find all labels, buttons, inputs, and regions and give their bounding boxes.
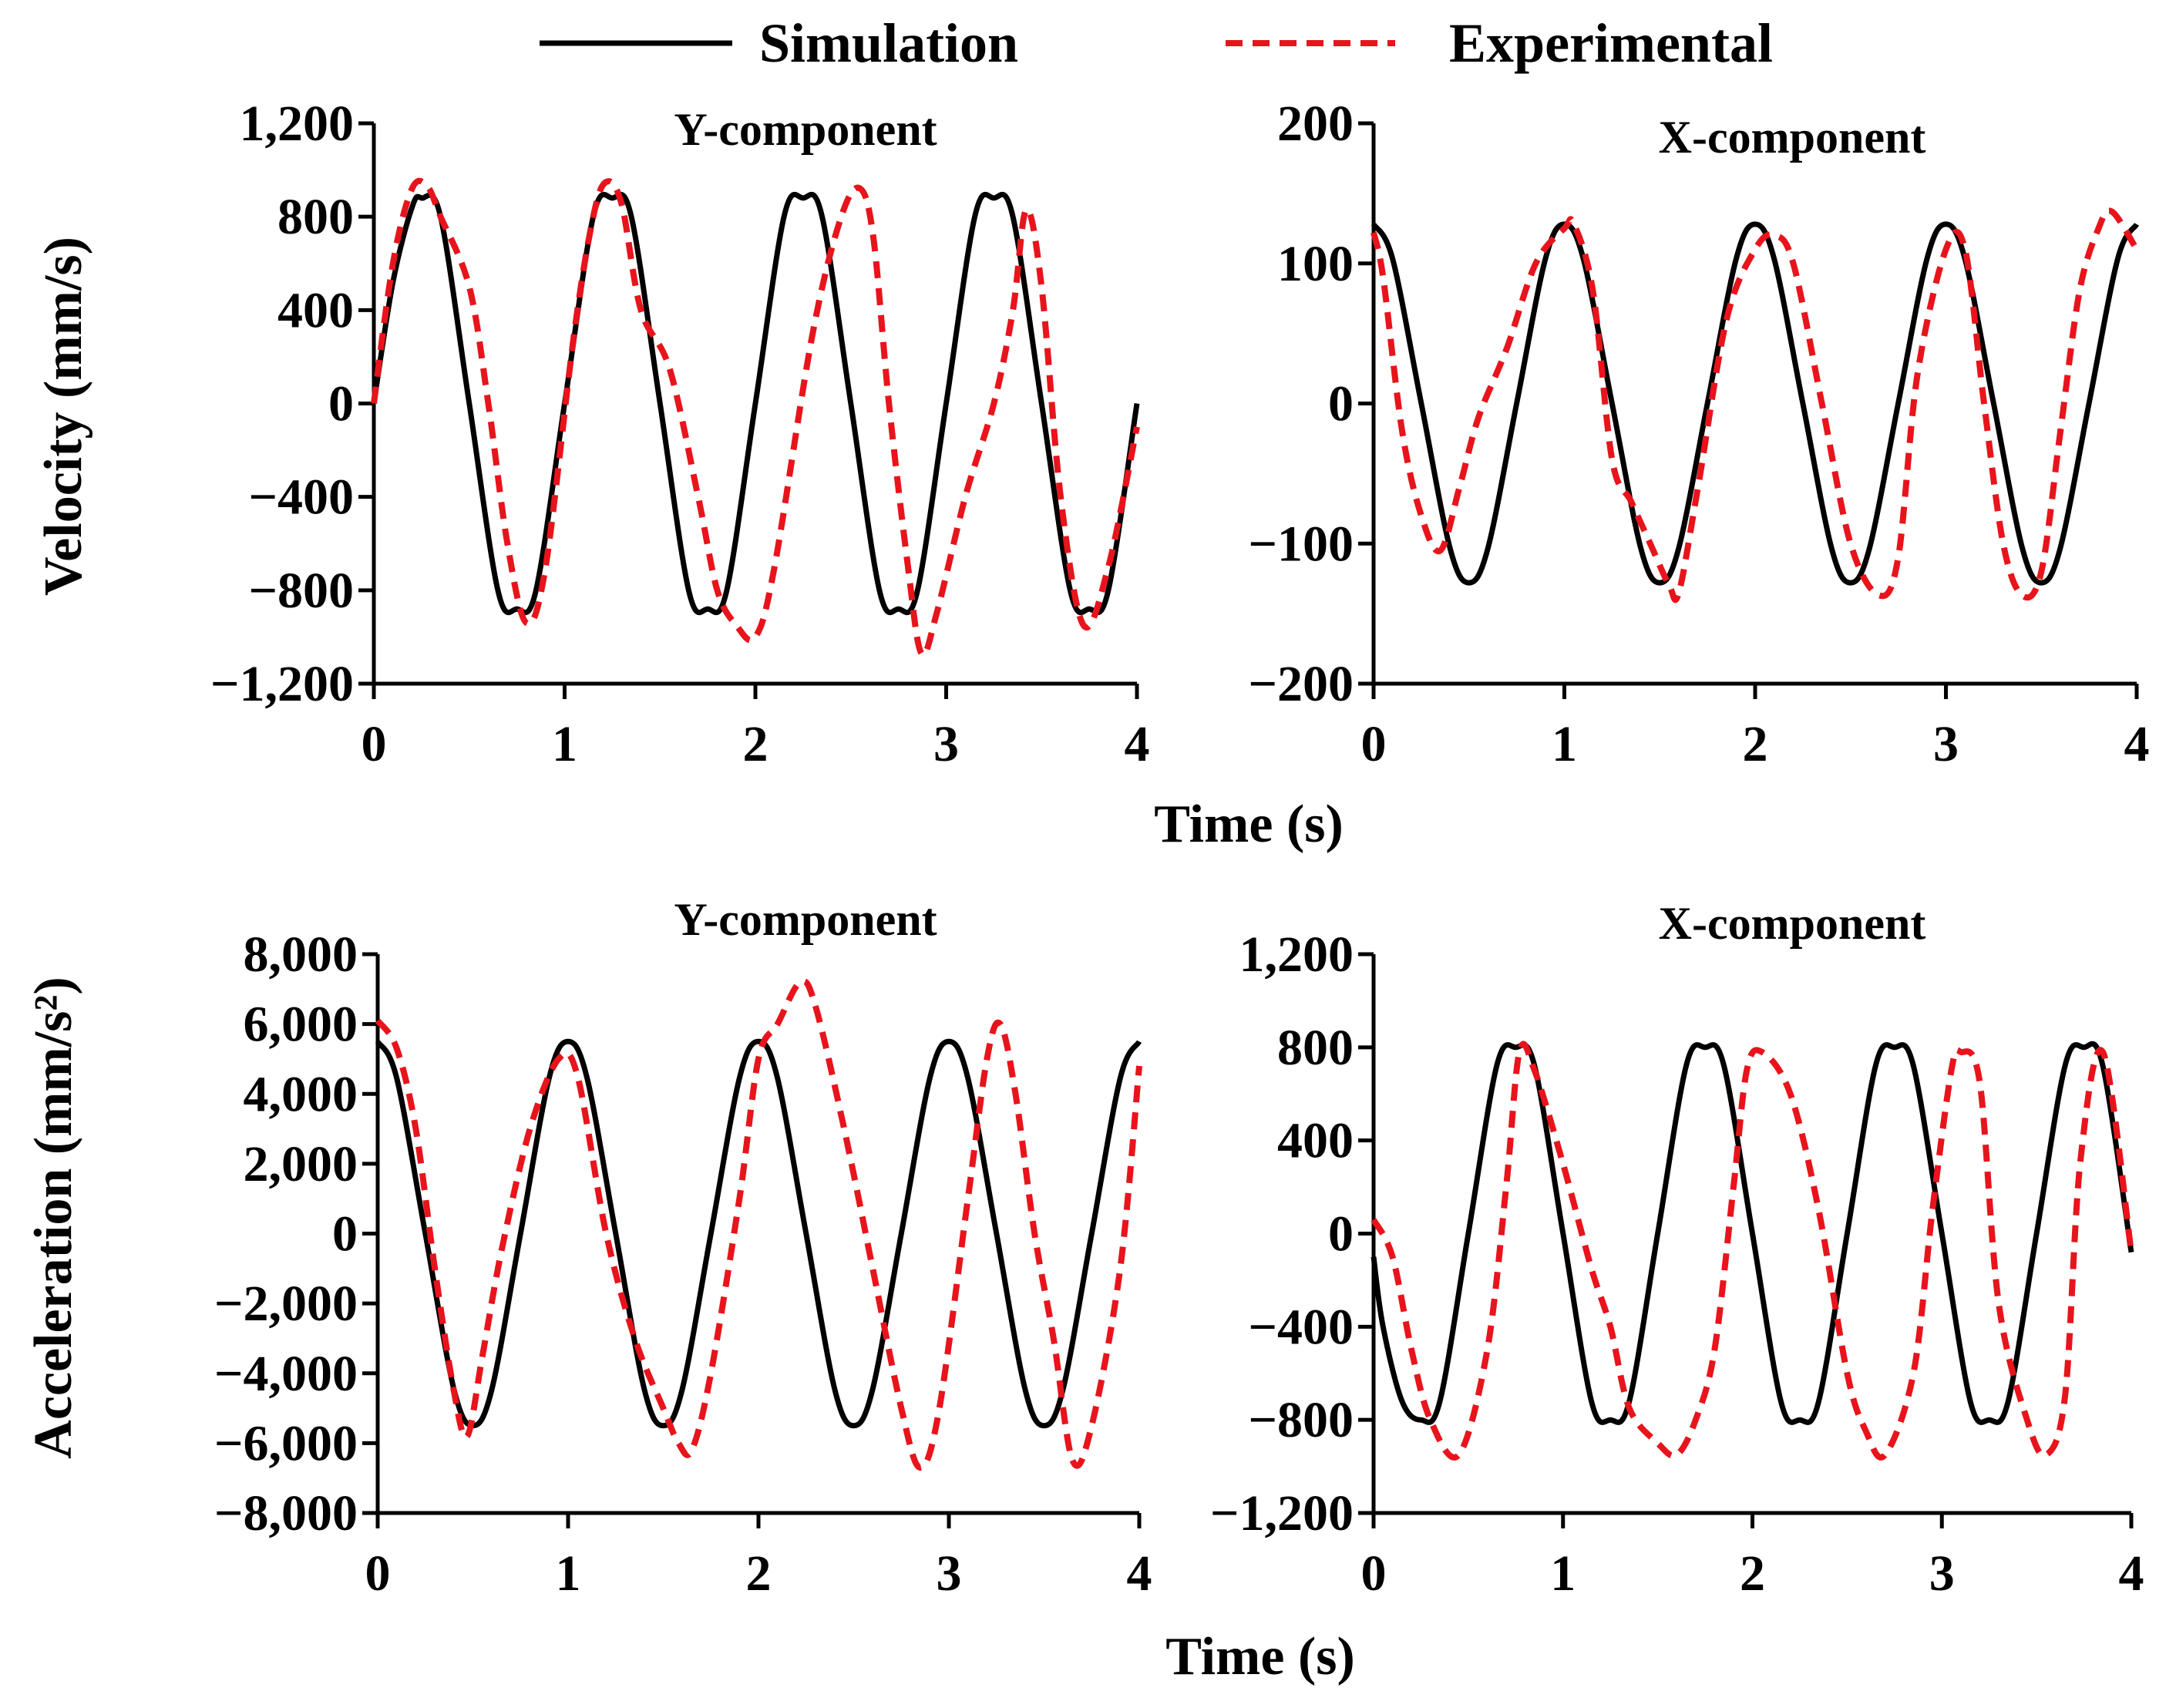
y-tick-label: −100: [1248, 516, 1354, 572]
y-tick-label: 1,200: [1239, 926, 1354, 983]
y-tick-label: 8,000: [244, 926, 358, 983]
legend-simulation-label: Simulation: [759, 12, 1018, 74]
x-tick-label: 2: [743, 716, 768, 772]
x-tick-label: 2: [1740, 1545, 1765, 1602]
x-tick-label: 2: [746, 1545, 772, 1602]
y-tick-label: −6,000: [214, 1415, 358, 1471]
y-tick-label: 800: [1277, 1020, 1354, 1076]
y-tick-label: 400: [1277, 1113, 1354, 1169]
x-tick-label: 4: [2119, 1545, 2144, 1602]
x-tick-label: 2: [1743, 716, 1768, 772]
series-simulation-line: [371, 191, 1140, 616]
x-tick-label: 0: [1361, 716, 1387, 772]
series-simulation-line: [1371, 221, 2140, 586]
series-experimental-line: [371, 177, 1140, 658]
x-tick-label: 4: [2124, 716, 2150, 772]
x-tick-label: 1: [556, 1545, 581, 1602]
x-axis-label-top: Time (s): [1154, 795, 1344, 854]
x-tick-label: 1: [1550, 1545, 1576, 1602]
y-tick-label: −400: [1248, 1299, 1354, 1355]
x-tick-label: 0: [362, 716, 387, 772]
y-tick-label: 800: [277, 189, 354, 245]
x-tick-label: 3: [1933, 716, 1959, 772]
panel-title: Y-component: [674, 104, 937, 155]
x-tick-label: 3: [1929, 1545, 1955, 1602]
y-tick-label: 2,000: [244, 1136, 358, 1192]
y-tick-label: −400: [248, 469, 354, 526]
y-tick-label: 1,200: [240, 96, 355, 152]
y-tick-label: −800: [1248, 1392, 1354, 1448]
y-axis-label: Velocity (mm/s): [34, 237, 93, 596]
y-axis-label: Acceleration (mm/s²): [24, 977, 83, 1458]
y-tick-label: 100: [1277, 236, 1354, 292]
y-tick-label: −200: [1248, 656, 1354, 712]
y-tick-label: 0: [1328, 1206, 1354, 1263]
series-simulation-line: [1371, 1041, 2134, 1425]
legend-experimental-label: Experimental: [1449, 12, 1773, 74]
legend: Simulation Experimental: [540, 12, 1773, 74]
panel-title: X-component: [1659, 112, 1926, 163]
x-tick-label: 0: [1361, 1545, 1387, 1602]
y-tick-label: 400: [277, 282, 354, 338]
x-tick-label: 1: [552, 716, 577, 772]
series-experimental-line: [1371, 1041, 2134, 1461]
y-tick-label: 0: [332, 1206, 358, 1263]
x-tick-label: 3: [937, 1545, 962, 1602]
y-tick-label: −1,200: [1210, 1485, 1354, 1542]
x-tick-label: 4: [1125, 716, 1150, 772]
y-tick-label: −1,200: [210, 656, 354, 712]
series-experimental-line: [1371, 207, 2140, 604]
y-tick-label: 4,000: [244, 1066, 358, 1122]
y-tick-label: 200: [1277, 96, 1354, 152]
x-tick-label: 3: [933, 716, 959, 772]
y-tick-label: 0: [328, 376, 354, 432]
panel-title: X-component: [1659, 898, 1926, 949]
y-tick-label: 6,000: [244, 997, 358, 1053]
x-tick-label: 0: [365, 1545, 391, 1602]
y-tick-label: 0: [1328, 376, 1354, 432]
y-tick-label: −4,000: [214, 1346, 358, 1402]
y-tick-label: −8,000: [214, 1485, 358, 1542]
series-simulation-line: [375, 1038, 1142, 1429]
x-tick-label: 4: [1127, 1545, 1152, 1602]
panel-acceleration-y: 8,000 6,000 4,000 2,000 0 −2,000 −4,000 −6,000 −…: [24, 894, 1152, 1602]
x-tick-label: 1: [1552, 716, 1577, 772]
y-tick-label: −800: [248, 563, 354, 619]
panel-title: Y-component: [674, 894, 937, 945]
y-tick-label: −2,000: [214, 1276, 358, 1332]
x-axis-label-bottom: Time (s): [1165, 1627, 1355, 1686]
